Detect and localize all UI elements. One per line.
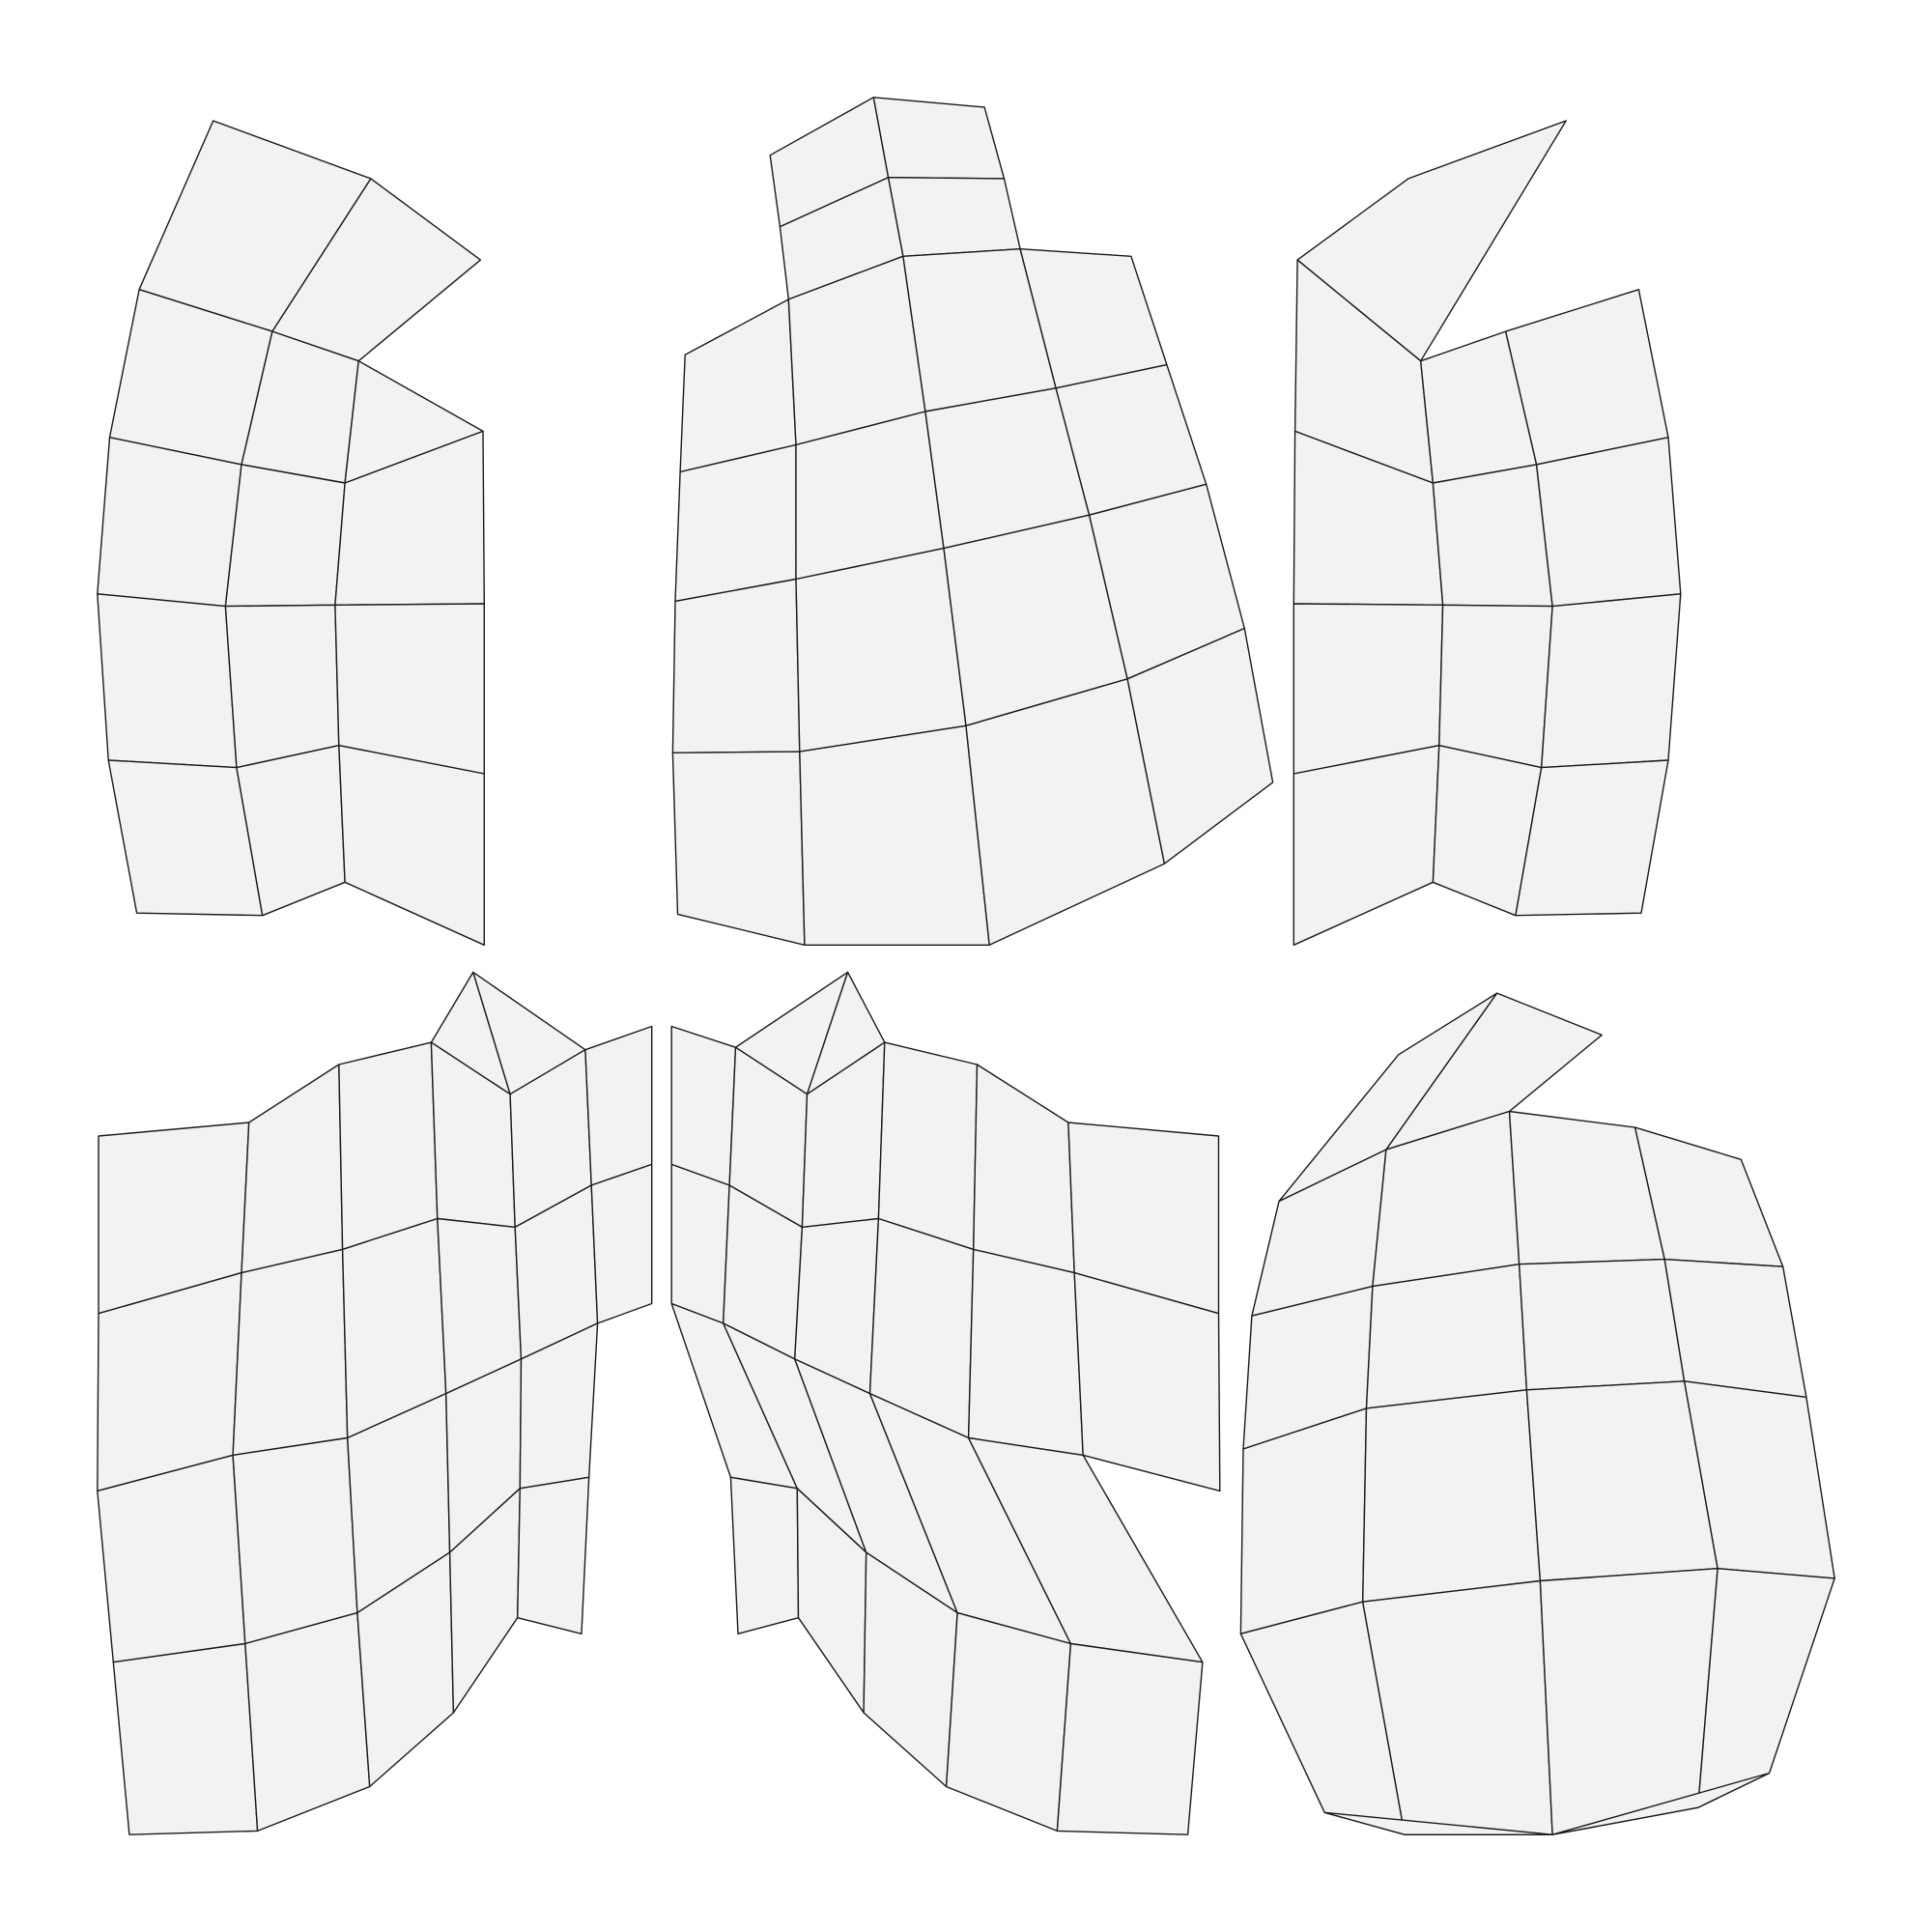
mesh-face <box>224 604 340 769</box>
mesh-face <box>1438 604 1553 769</box>
mesh-face <box>232 1436 358 1645</box>
mesh-face <box>967 1248 1084 1457</box>
mesh-face <box>872 97 1006 180</box>
island-top-right <box>1293 120 1682 946</box>
mesh-face <box>674 443 797 603</box>
mesh-face <box>1540 593 1682 769</box>
mesh-face <box>1663 1258 1807 1399</box>
mesh-face <box>1293 603 1444 775</box>
mesh-face <box>112 1642 259 1835</box>
mesh-face <box>334 603 485 775</box>
mesh-face <box>1365 1263 1528 1409</box>
mesh-face <box>224 464 346 608</box>
mesh-face <box>795 547 967 753</box>
island-bottom-right <box>1239 992 1835 1835</box>
mesh-face <box>1515 759 1669 917</box>
mesh-face <box>1361 1389 1542 1603</box>
mesh-face <box>1518 1258 1686 1391</box>
mesh-face <box>877 1041 979 1251</box>
mesh-face <box>1324 1772 1770 1835</box>
uv-islands <box>97 97 1835 1835</box>
island-top-left <box>97 120 485 946</box>
mesh-face <box>670 1163 730 1324</box>
mesh-face <box>517 1476 590 1635</box>
mesh-face <box>338 1041 439 1251</box>
mesh-face <box>338 745 485 946</box>
mesh-face <box>584 1025 653 1186</box>
mesh-face <box>671 578 801 753</box>
mesh-face <box>97 593 238 769</box>
mesh-face <box>232 1248 349 1457</box>
mesh-face <box>97 437 242 608</box>
island-bottom-left <box>97 1025 653 1835</box>
mesh-face <box>729 1476 800 1635</box>
mesh-face <box>1073 1271 1221 1492</box>
island-top-center <box>671 248 1274 946</box>
mesh-face <box>590 1163 653 1324</box>
mesh-face <box>671 751 806 946</box>
mesh-face <box>799 724 990 946</box>
mesh-face <box>1126 627 1274 865</box>
mesh-face <box>670 1025 737 1186</box>
island-top-center-tab <box>769 97 1021 300</box>
island-bottom-center <box>670 1025 1221 1835</box>
mesh-face <box>1535 437 1682 608</box>
mesh-face <box>1432 464 1553 608</box>
mesh-face <box>1056 1642 1204 1835</box>
mesh-face <box>887 176 1021 257</box>
mesh-face <box>97 1454 246 1663</box>
